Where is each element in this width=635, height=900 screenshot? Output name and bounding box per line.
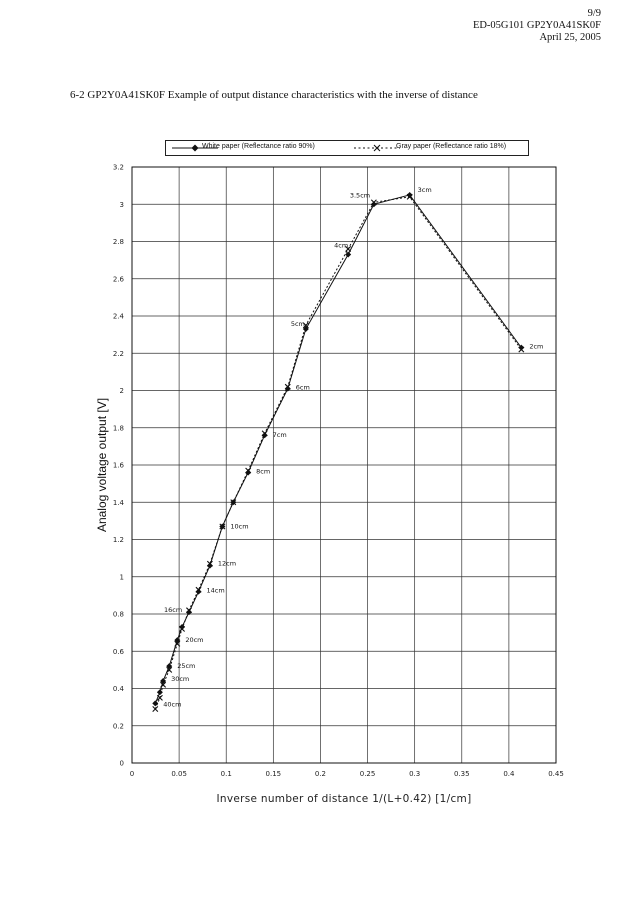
- x-tick-label: 0.4: [503, 770, 515, 778]
- x-tick-label: 0.1: [221, 770, 232, 778]
- y-tick-label: 0.4: [113, 685, 125, 693]
- chart-legend: White paper (Reflectance ratio 90%) Gray…: [165, 140, 529, 156]
- data-point-gray-paper: [186, 607, 192, 614]
- series-line-gray-paper: [154, 196, 522, 710]
- point-annotation: 25cm: [177, 662, 195, 670]
- data-point-white-paper: [195, 588, 202, 595]
- point-annotation: 10cm: [230, 522, 248, 530]
- data-point-gray-paper: [518, 346, 525, 353]
- point-annotation: 2cm: [529, 343, 543, 351]
- data-point-gray-paper: [219, 523, 226, 530]
- y-tick-label: 2: [120, 387, 124, 395]
- y-tick-label: 0.8: [113, 611, 124, 619]
- y-tick-label: 2.6: [113, 275, 125, 283]
- series-line-white-paper: [154, 194, 522, 704]
- plot-frame: [131, 166, 557, 764]
- x-tick-label: 0.35: [454, 770, 470, 778]
- data-point-gray-paper: [370, 199, 377, 206]
- data-point-gray-paper: [160, 681, 167, 688]
- x-tick-label: 0.2: [315, 770, 326, 778]
- data-point-gray-paper: [261, 430, 268, 437]
- document-id: ED-05G101 GP2Y0A41SK0F: [472, 20, 601, 31]
- y-axis-label: Analog voltage output [V]: [95, 398, 109, 532]
- page-number: 9/9: [587, 8, 601, 19]
- x-tick-label: 0.15: [266, 770, 282, 778]
- point-annotation: 4cm: [334, 242, 348, 250]
- x-tick-label: 0: [130, 770, 134, 778]
- x-tick-label: 0.05: [171, 770, 187, 778]
- document-header: 9/9 ED-05G101 GP2Y0A41SK0F April 25, 200…: [473, 8, 601, 44]
- section-title: 6-2 GP2Y0A41SK0F Example of output dista…: [70, 89, 478, 101]
- y-tick-label: 3: [120, 201, 124, 209]
- data-point-gray-paper: [406, 193, 413, 200]
- y-tick-label: 2.4: [113, 313, 125, 321]
- data-point-gray-paper: [156, 694, 163, 701]
- data-point-gray-paper: [206, 560, 213, 567]
- legend-gray-label: Gray paper (Reflectance ratio 18%): [396, 143, 507, 150]
- y-tick-label: 0: [120, 760, 124, 768]
- data-point-white-paper: [206, 562, 213, 569]
- data-point-gray-paper: [345, 245, 352, 252]
- y-tick-label: 1: [120, 573, 124, 581]
- data-point-gray-paper: [152, 705, 159, 712]
- y-tick-label: 1.6: [113, 462, 125, 470]
- point-annotation: 40cm: [163, 700, 181, 708]
- point-annotation: 20cm: [185, 636, 203, 644]
- point-annotation: 3cm: [418, 186, 432, 194]
- point-annotation: 14cm: [207, 587, 225, 595]
- legend-white-swatch: [172, 144, 218, 152]
- data-point-white-paper: [345, 251, 352, 258]
- x-axis-label: Inverse number of distance 1/(L+0.42) [1…: [216, 793, 471, 805]
- point-annotation: 6cm: [296, 384, 310, 392]
- legend-gray-swatch: [354, 144, 400, 152]
- x-tick-label: 0.25: [360, 770, 376, 778]
- point-annotation: 8cm: [256, 467, 270, 475]
- x-tick-label: 0.45: [548, 770, 564, 778]
- y-tick-label: 1.8: [113, 424, 124, 432]
- y-tick-label: 2.8: [113, 238, 124, 246]
- data-point-gray-paper: [195, 586, 202, 593]
- y-tick-label: 2.2: [113, 350, 124, 358]
- point-annotation: 16cm: [164, 606, 182, 614]
- data-point-gray-paper: [179, 625, 186, 632]
- legend-white-label: White paper (Reflectance ratio 90%): [202, 143, 315, 150]
- point-annotation: 12cm: [218, 560, 236, 568]
- y-tick-label: 0.6: [113, 648, 125, 656]
- point-annotation: 30cm: [171, 675, 189, 683]
- data-point-white-paper: [406, 191, 413, 198]
- point-annotation: 5cm: [291, 320, 305, 328]
- data-point-gray-paper: [230, 499, 237, 506]
- data-point-white-paper: [518, 344, 525, 351]
- y-tick-label: 1.2: [113, 536, 124, 544]
- document-date: April 25, 2005: [539, 32, 601, 43]
- data-point-gray-paper: [284, 383, 291, 390]
- y-tick-label: 3.2: [113, 164, 124, 172]
- point-annotation: 7cm: [273, 431, 287, 439]
- y-tick-label: 0.2: [113, 722, 124, 730]
- y-tick-label: 1.4: [113, 499, 125, 507]
- data-point-gray-paper: [174, 640, 181, 647]
- data-point-gray-paper: [302, 322, 309, 329]
- data-point-gray-paper: [166, 666, 173, 673]
- data-point-gray-paper: [245, 467, 252, 474]
- x-tick-label: 0.3: [409, 770, 420, 778]
- point-annotation: 3.5cm: [350, 191, 370, 199]
